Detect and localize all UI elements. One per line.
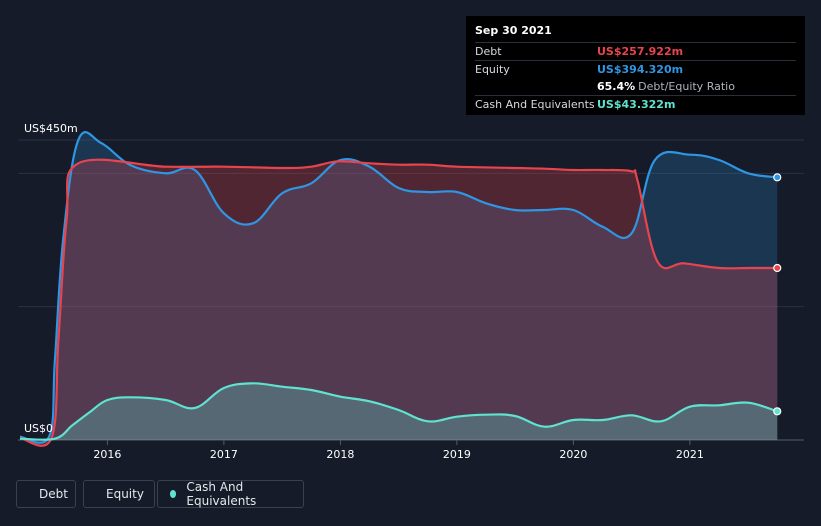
- y-axis-top-label: US$450m: [24, 122, 78, 135]
- debt-area: [20, 159, 778, 446]
- tooltip-cash-value: US$43.322m: [597, 98, 676, 111]
- y-axis-bottom-label: US$0: [24, 422, 54, 435]
- tooltip-equity-label: Equity: [475, 63, 510, 76]
- series-lines: [19, 131, 778, 447]
- equity-area: [20, 132, 778, 443]
- legend-cash[interactable]: Cash And Equivalents: [157, 480, 304, 508]
- x-tick-label: 2019: [443, 448, 471, 461]
- tooltip-cash-row: Cash And Equivalents US$43.322m: [475, 95, 796, 113]
- equity-end-marker: [773, 173, 782, 182]
- gridlines: [18, 139, 804, 441]
- legend-equity-label: Equity: [106, 487, 144, 501]
- tooltip-ratio-label: Debt/Equity Ratio: [638, 80, 735, 93]
- cash-area: [20, 383, 778, 440]
- cash-line: [19, 382, 778, 441]
- tooltip-ratio-value: 65.4%: [597, 80, 636, 93]
- legend-debt-label: Debt: [39, 487, 68, 501]
- series-areas: [20, 132, 778, 446]
- tooltip-debt-label: Debt: [475, 45, 502, 58]
- legend-cash-dot: [170, 490, 177, 498]
- tooltip-debt-value: US$257.922m: [597, 45, 684, 58]
- debt-end-marker: [773, 263, 782, 273]
- debt-line: [19, 158, 778, 447]
- x-tick-label: 2017: [210, 448, 238, 461]
- tooltip-equity-value: US$394.320m: [597, 63, 684, 76]
- tooltip-debt-row: Debt US$257.922m: [475, 42, 796, 60]
- cash-end-marker: [773, 407, 782, 416]
- x-tick-label: 2018: [326, 448, 354, 461]
- data-tooltip: Sep 30 2021 Debt US$257.922m Equity US$3…: [466, 16, 805, 115]
- legend-equity[interactable]: Equity: [83, 480, 155, 508]
- series-end-markers: [773, 173, 782, 416]
- tooltip-date: Sep 30 2021: [475, 24, 552, 37]
- x-tick-label: 2020: [559, 448, 587, 461]
- legend-cash-label: Cash And Equivalents: [186, 480, 257, 508]
- legend-debt[interactable]: Debt: [16, 480, 76, 508]
- tooltip-equity-row: Equity US$394.320m: [475, 60, 796, 78]
- x-tick-label: 2016: [93, 448, 121, 461]
- tooltip-ratio-row: 65.4% Debt/Equity Ratio: [475, 78, 796, 95]
- x-axis-ticks: 2016 2017 2018 2019 2020 2021: [93, 440, 704, 461]
- tooltip-cash-label: Cash And Equivalents: [475, 98, 595, 111]
- x-tick-label: 2021: [676, 448, 704, 461]
